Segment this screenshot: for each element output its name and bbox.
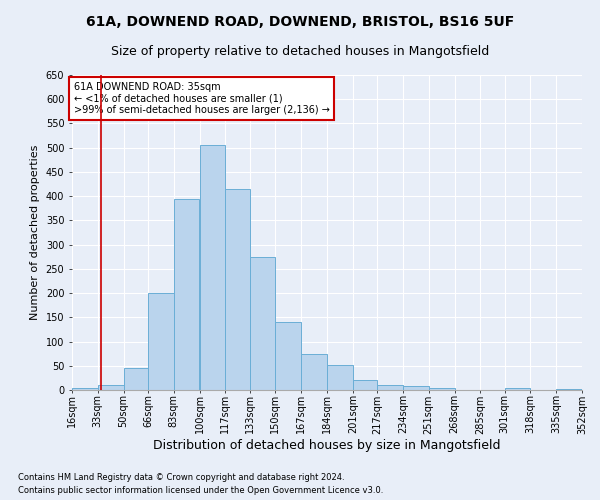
Bar (72, 388, 98, 390)
Bar (556, 389, 582, 390)
Bar (428, 388, 455, 390)
X-axis label: Distribution of detached houses by size in Mangotsfield: Distribution of detached houses by size … (153, 439, 501, 452)
Bar (403, 386, 428, 390)
Bar (173, 198, 199, 390)
Text: 61A DOWNEND ROAD: 35sqm
← <1% of detached houses are smaller (1)
>99% of semi-de: 61A DOWNEND ROAD: 35sqm ← <1% of detache… (74, 82, 329, 116)
Bar (250, 256, 275, 390)
Bar (353, 380, 377, 390)
Text: Contains HM Land Registry data © Crown copyright and database right 2024.: Contains HM Land Registry data © Crown c… (18, 474, 344, 482)
Y-axis label: Number of detached properties: Number of detached properties (30, 145, 40, 320)
Text: Size of property relative to detached houses in Mangotsfield: Size of property relative to detached ho… (111, 45, 489, 58)
Bar (275, 322, 301, 390)
Text: Contains public sector information licensed under the Open Government Licence v3: Contains public sector information licen… (18, 486, 383, 495)
Bar (226, 189, 250, 390)
Bar (327, 365, 353, 390)
Bar (377, 385, 403, 390)
Bar (148, 293, 173, 390)
Bar (124, 368, 148, 390)
Bar (199, 146, 226, 390)
Text: 61A, DOWNEND ROAD, DOWNEND, BRISTOL, BS16 5UF: 61A, DOWNEND ROAD, DOWNEND, BRISTOL, BS1… (86, 15, 514, 29)
Bar (98, 385, 124, 390)
Bar (505, 388, 530, 390)
Bar (301, 354, 327, 390)
